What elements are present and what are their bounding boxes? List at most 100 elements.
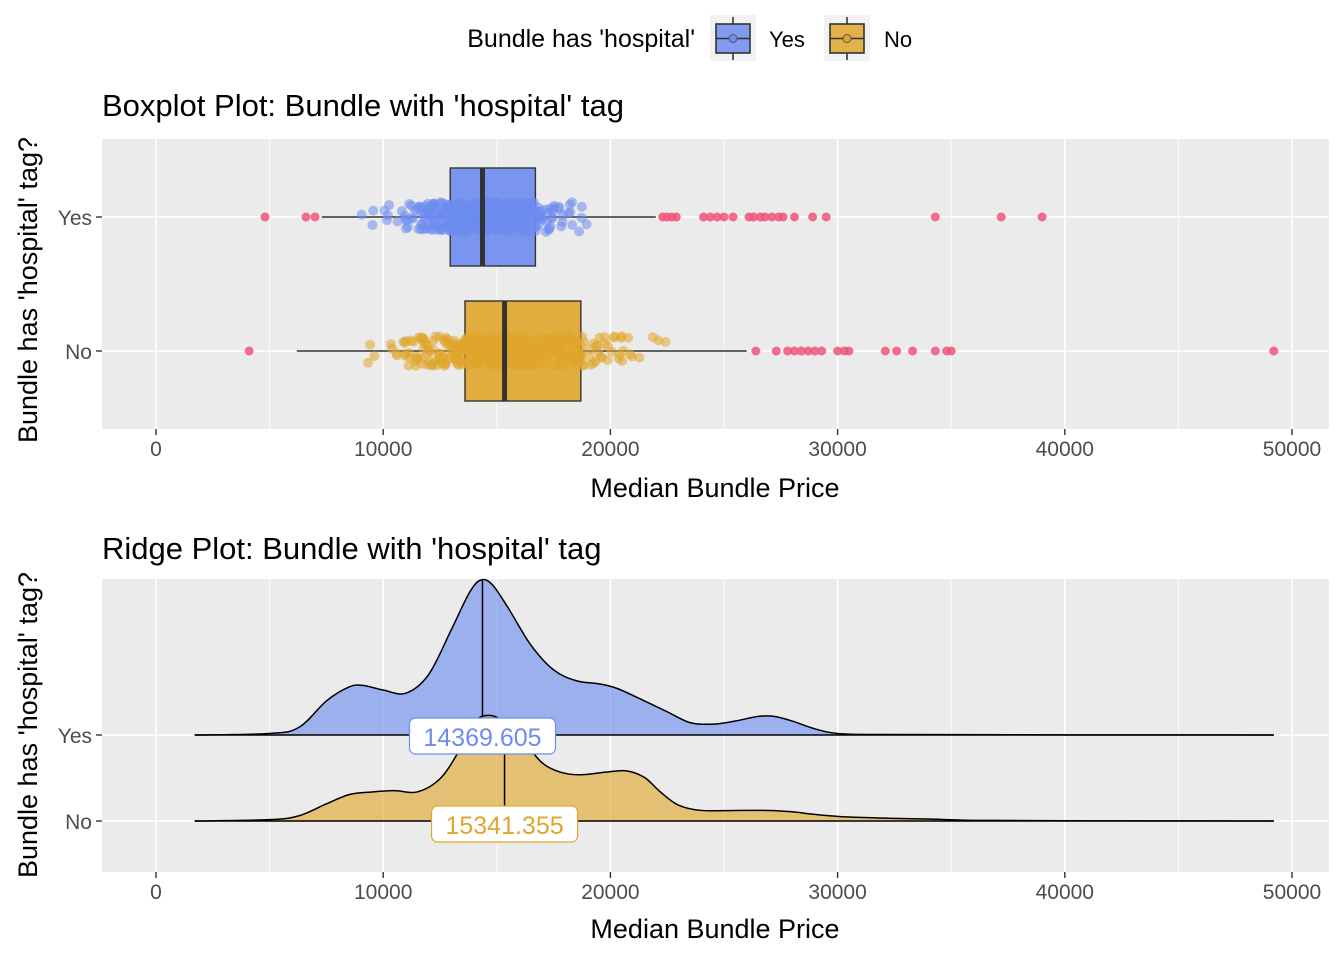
jitter-point: [453, 351, 464, 362]
ridge-panel: Ridge Plot: Bundle with 'hospital' tag 1…: [13, 531, 1329, 944]
density-outline: [194, 714, 1274, 822]
outlier-point: [789, 346, 799, 356]
outlier-points: [244, 346, 1279, 356]
x-tick-label: 20000: [581, 438, 639, 461]
outlier-point: [880, 346, 890, 356]
jitter-point: [434, 198, 445, 209]
y-tick-label: Yes: [58, 207, 92, 230]
jitter-point: [588, 338, 599, 349]
jitter-point: [381, 215, 392, 226]
boxplot-y-axis-label: Bundle has 'hospital' tag?: [13, 137, 43, 443]
y-tick-label: Yes: [58, 725, 92, 748]
jitter-point: [538, 343, 549, 354]
jitter-point: [609, 331, 620, 342]
jitter-point: [445, 337, 456, 348]
jitter-point: [527, 353, 538, 364]
jitter-point: [482, 338, 493, 349]
ridge-series-yes: [194, 578, 1274, 736]
outlier-point: [930, 212, 940, 222]
jitter-point: [567, 220, 578, 231]
jitter-point: [653, 335, 664, 346]
jitter-point: [574, 357, 585, 368]
outlier-point: [260, 212, 270, 222]
x-tick-label: 40000: [1036, 438, 1094, 461]
outlier-point: [808, 212, 818, 222]
jitter-point: [412, 354, 423, 365]
density-outline: [194, 578, 1274, 736]
jitter-point: [423, 344, 434, 355]
jitter-point: [426, 360, 437, 371]
outlier-point: [751, 346, 761, 356]
ridge-title: Ridge Plot: Bundle with 'hospital' tag: [102, 531, 602, 566]
jitter-points: [356, 197, 592, 237]
jitter-point: [485, 359, 496, 370]
outlier-point: [719, 212, 729, 222]
outlier-point: [760, 212, 770, 222]
x-tick-label: 40000: [1036, 881, 1094, 904]
outlier-point: [749, 212, 759, 222]
boxplot-y-axis-ticks: Yes No: [58, 207, 102, 364]
outlier-point: [728, 212, 738, 222]
jitter-point: [480, 352, 491, 363]
ridge-y-axis-label: Bundle has 'hospital' tag?: [13, 572, 43, 878]
jitter-point: [526, 197, 537, 208]
jitter-points: [363, 331, 671, 371]
jitter-point: [461, 217, 472, 228]
boxplot-title: Boxplot Plot: Bundle with 'hospital' tag: [102, 88, 624, 123]
outlier-point: [930, 346, 940, 356]
median-label-no: 15341.355: [430, 805, 579, 843]
outlier-point: [844, 346, 854, 356]
jitter-point: [564, 199, 575, 210]
median-label-box: [408, 717, 557, 755]
jitter-point: [590, 356, 601, 367]
jitter-point: [413, 224, 424, 235]
x-tick-label: 0: [150, 881, 162, 904]
jitter-point: [574, 226, 585, 237]
outlier-point: [671, 212, 681, 222]
jitter-point: [634, 352, 645, 363]
median-label-text: 15341.355: [445, 812, 563, 840]
outlier-point: [996, 212, 1006, 222]
legend-key-point-yes: [728, 34, 738, 43]
jitter-point: [365, 339, 376, 350]
boxplot-x-axis-label: Median Bundle Price: [590, 473, 839, 503]
outlier-point: [821, 212, 831, 222]
jitter-point: [402, 215, 413, 226]
outlier-point: [1269, 346, 1279, 356]
box-series-yes: [260, 167, 1047, 267]
jitter-point: [439, 360, 450, 371]
jitter-point: [606, 346, 617, 357]
jitter-point: [509, 213, 520, 224]
outlier-point: [778, 212, 788, 222]
jitter-point: [430, 331, 441, 342]
y-tick-label: No: [65, 341, 92, 364]
jitter-point: [438, 349, 449, 360]
x-tick-label: 20000: [581, 881, 639, 904]
legend-item-no: No: [824, 15, 912, 61]
outlier-point: [817, 346, 827, 356]
jitter-point: [625, 349, 636, 360]
outlier-point: [699, 212, 709, 222]
outlier-points: [260, 212, 1047, 222]
box-series-no: [244, 300, 1279, 402]
legend-key-point-no: [842, 34, 852, 43]
outlier-point: [244, 346, 254, 356]
jitter-point: [510, 341, 521, 352]
jitter-point: [575, 340, 586, 351]
jitter-point: [404, 352, 415, 363]
outlier-point: [796, 346, 806, 356]
jitter-point: [392, 216, 403, 227]
outlier-point: [712, 212, 722, 222]
jitter-point: [614, 349, 625, 360]
jitter-point: [419, 210, 430, 221]
jitter-point: [398, 336, 409, 347]
jitter-point: [464, 338, 475, 349]
outlier-point: [1037, 212, 1047, 222]
legend-item-yes: Yes: [710, 15, 805, 61]
outlier-point: [705, 212, 715, 222]
x-tick-label: 50000: [1263, 438, 1321, 461]
jitter-point: [501, 197, 512, 208]
jitter-point: [443, 220, 454, 231]
x-tick-label: 0: [150, 438, 162, 461]
